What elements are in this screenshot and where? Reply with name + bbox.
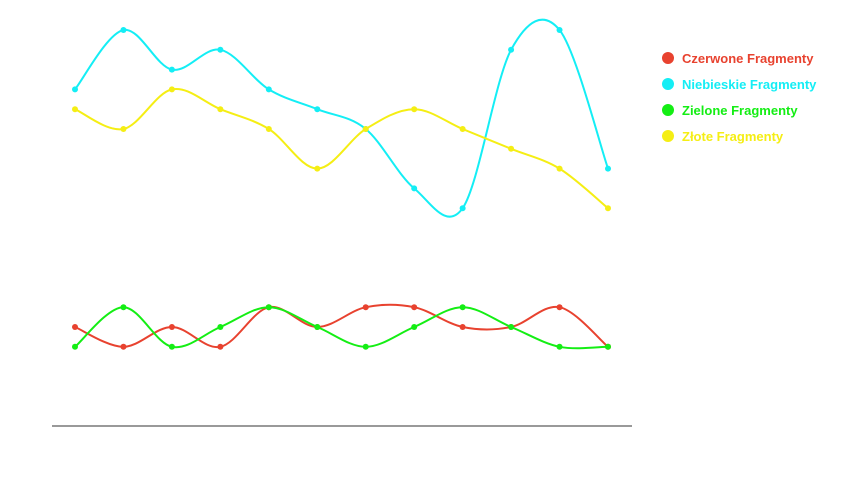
data-point[interactable]	[265, 126, 272, 132]
data-point[interactable]	[556, 27, 563, 33]
data-point[interactable]	[314, 165, 321, 172]
series-3	[72, 304, 611, 350]
legend-marker[interactable]	[662, 104, 674, 116]
data-point[interactable]	[265, 86, 272, 93]
data-point[interactable]	[459, 324, 466, 330]
data-point[interactable]	[411, 304, 418, 311]
data-point[interactable]	[508, 324, 515, 330]
legend-label[interactable]: Niebieskie Fragmenty	[682, 77, 817, 92]
data-point[interactable]	[168, 66, 175, 73]
series-layer	[72, 18, 611, 350]
data-point[interactable]	[362, 304, 369, 311]
data-point[interactable]	[314, 106, 321, 113]
data-point[interactable]	[120, 304, 127, 311]
series-4	[72, 86, 611, 212]
data-point[interactable]	[605, 205, 611, 212]
data-point[interactable]	[556, 343, 563, 350]
data-point[interactable]	[605, 165, 611, 172]
data-point[interactable]	[120, 343, 127, 350]
series-line-1	[74, 303, 609, 348]
legend-label[interactable]: Zielone Fragmenty	[682, 103, 798, 118]
legend: Czerwone Fragmenty Niebieskie Fragmenty Zi…	[662, 51, 817, 144]
data-point[interactable]	[459, 205, 466, 212]
data-point[interactable]	[314, 324, 321, 330]
series-line-2	[74, 18, 609, 218]
data-point[interactable]	[72, 343, 78, 350]
data-point[interactable]	[362, 126, 369, 132]
legend-marker[interactable]	[662, 52, 674, 64]
legend-label[interactable]: Złote Fragmenty	[682, 129, 784, 144]
data-point[interactable]	[217, 106, 224, 113]
data-point[interactable]	[605, 343, 611, 350]
series-line-3	[74, 306, 609, 350]
data-point[interactable]	[217, 46, 224, 53]
data-point[interactable]	[508, 46, 515, 53]
data-point[interactable]	[556, 304, 563, 311]
data-point[interactable]	[168, 324, 175, 330]
data-point[interactable]	[120, 27, 127, 33]
series-1	[72, 303, 611, 350]
data-point[interactable]	[217, 343, 224, 350]
data-point[interactable]	[168, 343, 175, 350]
legend-label[interactable]: Czerwone Fragmenty	[682, 51, 814, 66]
data-point[interactable]	[411, 185, 418, 192]
legend-marker[interactable]	[662, 78, 674, 90]
data-point[interactable]	[72, 86, 78, 93]
data-point[interactable]	[459, 126, 466, 132]
data-point[interactable]	[72, 324, 78, 330]
data-point[interactable]	[411, 106, 418, 113]
data-point[interactable]	[459, 304, 466, 311]
data-point[interactable]	[556, 165, 563, 172]
data-point[interactable]	[508, 145, 515, 152]
data-point[interactable]	[120, 126, 127, 132]
series-line-4	[74, 88, 609, 209]
data-point[interactable]	[168, 86, 175, 93]
data-point[interactable]	[411, 324, 418, 330]
data-point[interactable]	[362, 343, 369, 350]
series-2	[72, 18, 611, 218]
data-point[interactable]	[72, 106, 78, 113]
data-point[interactable]	[265, 304, 272, 311]
data-point[interactable]	[217, 324, 224, 330]
legend-marker[interactable]	[662, 130, 674, 142]
